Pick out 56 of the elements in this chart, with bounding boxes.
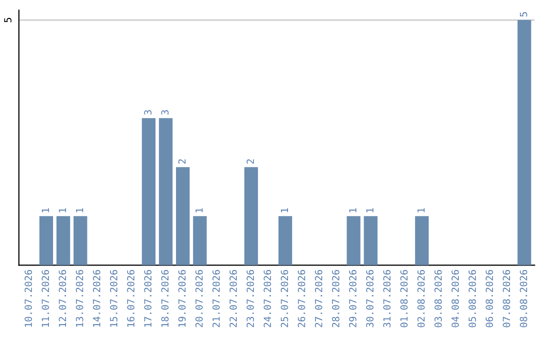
x-tick-label: 29.07.2026 (349, 270, 356, 328)
x-tick-label: 10.07.2026 (24, 270, 32, 327)
data-label: 2 (178, 159, 186, 164)
x-tick-label: 31.07.2026 (383, 270, 391, 328)
x-tick-label: 22.07.2026 (230, 270, 237, 328)
bar (415, 216, 429, 266)
bar (244, 167, 258, 266)
x-tick-label: 30.07.2026 (366, 270, 374, 328)
x-tick-label: 06.08.2026 (486, 270, 494, 328)
x-tick-label: 15.07.2026 (110, 270, 118, 327)
x-tick-label: 16.07.2026 (127, 270, 134, 327)
bar (56, 216, 70, 266)
x-tick-label: 28.07.2026 (332, 270, 340, 328)
x-tick-label: 08.08.2026 (520, 270, 528, 328)
data-label: 1 (42, 208, 49, 212)
x-tick-label: 23.07.2026 (246, 270, 254, 328)
data-label: 1 (280, 208, 288, 212)
x-tick-label: 01.08.2026 (400, 270, 408, 328)
data-label: 1 (196, 208, 203, 212)
data-label: 3 (161, 110, 169, 115)
x-tick-label: 24.07.2026 (264, 270, 272, 328)
data-label: 1 (58, 208, 66, 212)
bar (364, 216, 378, 266)
x-tick-label: 17.07.2026 (144, 270, 152, 327)
x-tick-label: 14.07.2026 (92, 270, 100, 327)
data-label: 5 (520, 12, 528, 17)
x-tick-label: 26.07.2026 (298, 270, 306, 328)
bar (278, 216, 292, 266)
x-tick-label: 02.08.2026 (417, 270, 425, 328)
x-tick-label: 20.07.2026 (195, 270, 203, 328)
data-label: 3 (144, 110, 152, 115)
x-tick-label: 12.07.2026 (58, 270, 66, 327)
data-label: 1 (349, 208, 356, 212)
x-tick-label: 05.08.2026 (468, 270, 476, 328)
data-label: 2 (246, 159, 254, 164)
bar (74, 216, 88, 266)
x-tick-label: 19.07.2026 (178, 270, 186, 327)
x-tick-label: 27.07.2026 (314, 270, 322, 328)
x-tick-label: 07.08.2026 (502, 270, 510, 328)
data-label: 1 (366, 208, 374, 212)
x-tick-label: 25.07.2026 (280, 270, 288, 328)
bar (142, 118, 156, 266)
x-tick-label: 13.07.2026 (76, 270, 84, 327)
bar (518, 20, 532, 266)
bar (176, 167, 190, 266)
x-tick-label: 18.07.2026 (161, 270, 169, 327)
bar (346, 216, 360, 266)
x-tick-label: 03.08.2026 (434, 270, 442, 328)
bar (158, 118, 173, 266)
bar (193, 216, 207, 266)
x-tick-label: 21.07.2026 (212, 270, 220, 328)
data-label: 1 (76, 208, 84, 212)
bar (39, 216, 54, 266)
data-label: 1 (418, 208, 425, 212)
x-tick-label: 11.07.2026 (42, 270, 50, 327)
x-tick-label: 04.08.2026 (452, 270, 459, 328)
